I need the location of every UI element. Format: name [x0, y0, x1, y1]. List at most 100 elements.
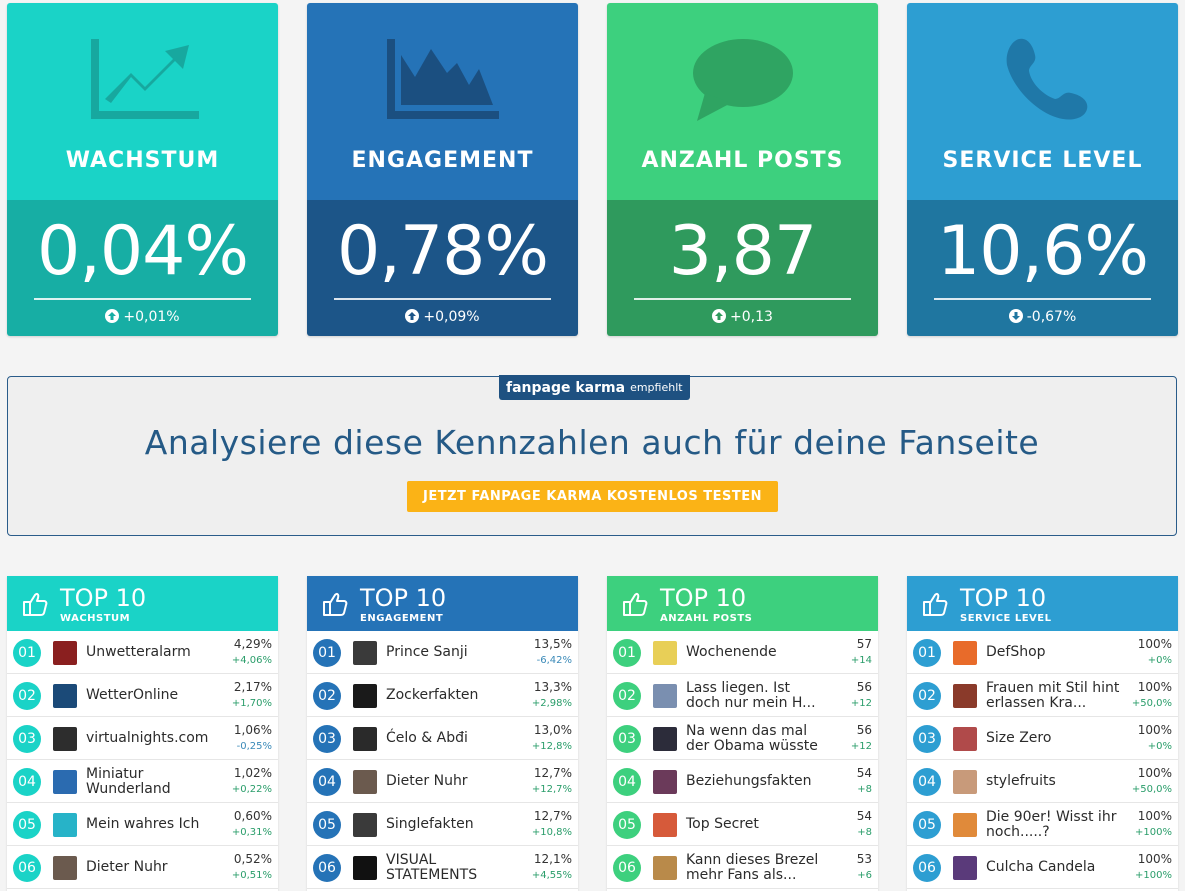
avatar [653, 684, 677, 708]
avatar [653, 641, 677, 665]
metric-change: +50,0% [1131, 698, 1172, 709]
rank-badge: 05 [913, 811, 941, 839]
metric-value: 54 [856, 809, 872, 823]
list-item[interactable]: 05 Mein wahres Ich 0,60% +0,31% [7, 803, 278, 846]
metric-change: +12 [850, 698, 872, 709]
kpi-card-engagement[interactable]: ENGAGEMENT 0,78% +0,09% [307, 3, 578, 336]
list-item[interactable]: 05 Top Secret 54 +8 [607, 803, 878, 846]
kpi-card-header: WACHSTUM [7, 3, 278, 200]
list-item[interactable]: 06 VISUAL STATEMENTS 12,1% +4,55% [307, 846, 578, 889]
metric-change: +4,55% [531, 870, 572, 881]
panel-title: TOP 10 [60, 584, 147, 612]
divider [934, 298, 1151, 300]
metric-value: 13,3% [533, 680, 572, 694]
avatar [53, 813, 77, 837]
list-item[interactable]: 02 WetterOnline 2,17% +1,70% [7, 674, 278, 717]
kpi-card-body: 10,6% -0,67% [907, 200, 1178, 336]
list-item[interactable]: 04 Miniatur Wunderland 1,02% +0,22% [7, 760, 278, 803]
rank-badge: 03 [913, 725, 941, 753]
page-name: Na wenn das mal der Obama wüsste [686, 722, 818, 754]
page-name: Singlefakten [386, 816, 474, 832]
metric-change: +0,51% [231, 870, 272, 881]
kpi-card-anzahl-posts[interactable]: ANZAHL POSTS 3,87 +0,13 [607, 3, 878, 336]
list-item[interactable]: 05 Singlefakten 12,7% +10,8% [307, 803, 578, 846]
metric-change: +8 [857, 784, 872, 795]
kpi-title: ENGAGEMENT [351, 148, 534, 173]
metric-value: 12,1% [533, 852, 572, 866]
page-name: virtualnights.com [86, 730, 209, 746]
metric-change: +0,31% [231, 827, 272, 838]
thumbs-up-icon [21, 590, 49, 618]
kpi-card-header: ENGAGEMENT [307, 3, 578, 200]
list-item[interactable]: 01 DefShop 100% +0% [907, 631, 1178, 674]
list-item[interactable]: 04 stylefruits 100% +50,0% [907, 760, 1178, 803]
page-name: Prince Sanji [386, 644, 468, 660]
list-item[interactable]: 04 Beziehungsfakten 54 +8 [607, 760, 878, 803]
list-item[interactable]: 03 virtualnights.com 1,06% -0,25% [7, 717, 278, 760]
page-name: Dieter Nuhr [86, 859, 168, 875]
kpi-card-wachstum[interactable]: WACHSTUM 0,04% +0,01% [7, 3, 278, 336]
metric-value: 0,60% [233, 809, 272, 823]
panel-title: TOP 10 [960, 584, 1047, 612]
phone-icon [907, 33, 1178, 125]
avatar [353, 641, 377, 665]
rank-badge: 01 [313, 639, 341, 667]
top10-panel-engagement: TOP 10 ENGAGEMENT 01 Prince Sanji 13,5% -6,42… [307, 576, 578, 891]
page-name: Die 90er! Wisst ihr noch.....? [986, 808, 1117, 840]
thumbs-up-icon [921, 590, 949, 618]
list-item[interactable]: 01 Prince Sanji 13,5% -6,42% [307, 631, 578, 674]
top10-panel-service-level: TOP 10 SERVICE LEVEL 01 DefShop 100% +0% 02 Fra… [907, 576, 1178, 891]
avatar [653, 770, 677, 794]
page-name: Frauen mit Stil hint erlassen Kra... [986, 679, 1120, 711]
list-item[interactable]: 06 Kann dieses Brezel mehr Fans als... 53 +… [607, 846, 878, 889]
page-name: Ćelo & Abđi [386, 730, 468, 746]
avatar [53, 856, 77, 880]
list-item[interactable]: 02 Zockerfakten 13,3% +2,98% [307, 674, 578, 717]
metric-change: +0% [1147, 655, 1172, 666]
area-chart-icon [307, 33, 578, 125]
metric-change: +8 [857, 827, 872, 838]
list-item[interactable]: 04 Dieter Nuhr 12,7% +12,7% [307, 760, 578, 803]
rank-badge: 06 [613, 854, 641, 882]
kpi-value: 3,87 [668, 212, 817, 291]
divider [334, 298, 551, 300]
list-item[interactable]: 01 Unwetteralarm 4,29% +4,06% [7, 631, 278, 674]
list-item[interactable]: 05 Die 90er! Wisst ihr noch.....? 100% +100… [907, 803, 1178, 846]
kpi-card-header: SERVICE LEVEL [907, 3, 1178, 200]
list-item[interactable]: 02 Frauen mit Stil hint erlassen Kra... 10… [907, 674, 1178, 717]
rank-badge: 02 [313, 682, 341, 710]
kpi-card-service-level[interactable]: SERVICE LEVEL 10,6% -0,67% [907, 3, 1178, 336]
list-item[interactable]: 03 Ćelo & Abđi 13,0% +12,8% [307, 717, 578, 760]
thumbs-up-icon [321, 590, 349, 618]
metric-value: 100% [1137, 680, 1172, 694]
avatar [653, 856, 677, 880]
metric-value: 12,7% [533, 809, 572, 823]
avatar [353, 813, 377, 837]
list-item[interactable]: 06 Culcha Candela 100% +100% [907, 846, 1178, 889]
kpi-delta-value: +0,01% [123, 309, 180, 325]
list-item[interactable]: 06 Dieter Nuhr 0,52% +0,51% [7, 846, 278, 889]
rank-badge: 03 [313, 725, 341, 753]
rank-badge: 02 [913, 682, 941, 710]
page-name: WetterOnline [86, 687, 179, 703]
avatar [653, 727, 677, 751]
rank-badge: 04 [13, 768, 41, 796]
rank-badge: 03 [13, 725, 41, 753]
metric-value: 100% [1137, 766, 1172, 780]
metric-change: +12,7% [531, 784, 572, 795]
avatar [953, 727, 977, 751]
page-name: Dieter Nuhr [386, 773, 468, 789]
list-item[interactable]: 03 Na wenn das mal der Obama wüsste 56 +12 [607, 717, 878, 760]
metric-value: 0,52% [233, 852, 272, 866]
try-free-button[interactable]: JETZT FANPAGE KARMA KOSTENLOS TESTEN [407, 481, 778, 512]
avatar [953, 856, 977, 880]
page-name: DefShop [986, 644, 1046, 660]
metric-change: +1,70% [231, 698, 272, 709]
avatar [53, 770, 77, 794]
list-item[interactable]: 03 Size Zero 100% +0% [907, 717, 1178, 760]
page-name: Top Secret [686, 816, 759, 832]
metric-change: +2,98% [531, 698, 572, 709]
rank-badge: 04 [613, 768, 641, 796]
list-item[interactable]: 01 Wochenende 57 +14 [607, 631, 878, 674]
list-item[interactable]: 02 Lass liegen. Ist doch nur mein H... 56 +… [607, 674, 878, 717]
